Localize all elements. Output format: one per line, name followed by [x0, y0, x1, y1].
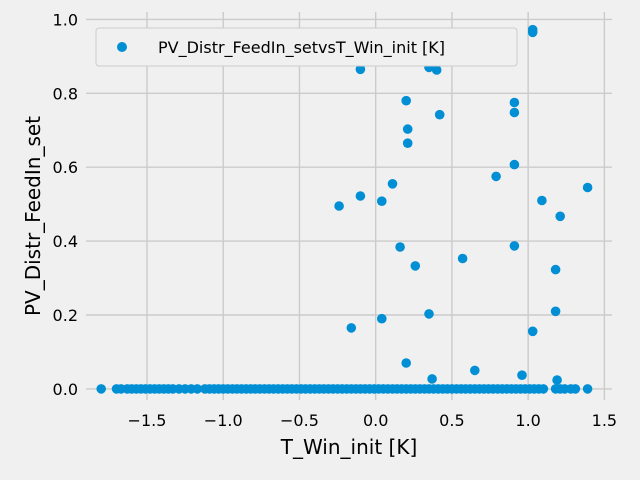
data-point	[509, 97, 520, 108]
data-point	[457, 253, 468, 264]
data-point	[346, 323, 357, 333]
y-tick-label: 0.6	[53, 158, 78, 177]
x-tick-label: −1.5	[128, 411, 167, 430]
data-point	[401, 358, 412, 368]
data-point	[470, 365, 480, 376]
data-point	[355, 191, 366, 201]
x-tick-labels: −1.5 −1.0 −0.5 0.0 0.5 1.0 1.5	[128, 411, 618, 430]
data-points	[96, 24, 593, 394]
y-tick-labels: 0.0 0.2 0.4 0.6 0.8 1.0	[53, 10, 78, 399]
x-tick-label: 1.5	[592, 411, 617, 430]
data-point	[537, 195, 547, 206]
legend: PV_Distr_FeedIn_setvsT_Win_init [K]	[95, 27, 518, 67]
x-axis-label: T_Win_init [K]	[280, 435, 418, 459]
data-point	[555, 211, 565, 222]
data-point	[509, 107, 520, 118]
data-point	[387, 179, 398, 189]
y-tick-label: 1.0	[53, 10, 78, 29]
data-point	[491, 171, 501, 182]
grid-lines	[86, 12, 612, 400]
x-tick-label: 0.5	[439, 411, 464, 430]
data-point	[509, 241, 520, 251]
y-tick-label: 0.4	[53, 232, 78, 251]
data-point	[377, 313, 387, 324]
data-point	[509, 159, 520, 170]
data-point	[402, 138, 413, 148]
data-point	[552, 375, 562, 385]
data-point	[538, 384, 549, 394]
data-point	[550, 306, 561, 317]
data-point	[192, 384, 203, 394]
y-axis-label: PV_Distr_FeedIn_set	[21, 116, 45, 316]
x-tick-label: 1.0	[515, 411, 540, 430]
data-point	[355, 64, 366, 75]
data-point	[550, 264, 561, 275]
y-tick-label: 0.2	[53, 306, 78, 325]
data-point	[582, 182, 593, 193]
data-point	[395, 242, 405, 252]
y-tick-label: 0.0	[53, 380, 78, 399]
data-point	[570, 384, 581, 394]
data-point	[582, 384, 593, 394]
data-point	[334, 201, 344, 211]
data-point	[427, 374, 437, 384]
data-point	[96, 384, 106, 394]
x-tick-label: −1.0	[204, 411, 243, 430]
data-point	[431, 65, 442, 75]
legend-box	[95, 27, 518, 67]
data-point	[517, 370, 527, 381]
data-point	[402, 124, 413, 134]
y-tick-label: 0.8	[53, 84, 78, 103]
data-point	[527, 27, 538, 38]
data-point	[410, 261, 421, 271]
x-tick-label: 0.0	[363, 411, 388, 430]
data-point	[377, 196, 387, 206]
x-tick-label: −0.5	[280, 411, 319, 430]
data-point	[424, 309, 434, 319]
legend-label: PV_Distr_FeedIn_setvsT_Win_init [K]	[158, 38, 445, 58]
data-point	[527, 326, 538, 337]
data-point	[434, 109, 445, 120]
legend-marker	[117, 42, 127, 52]
data-point	[401, 95, 412, 106]
